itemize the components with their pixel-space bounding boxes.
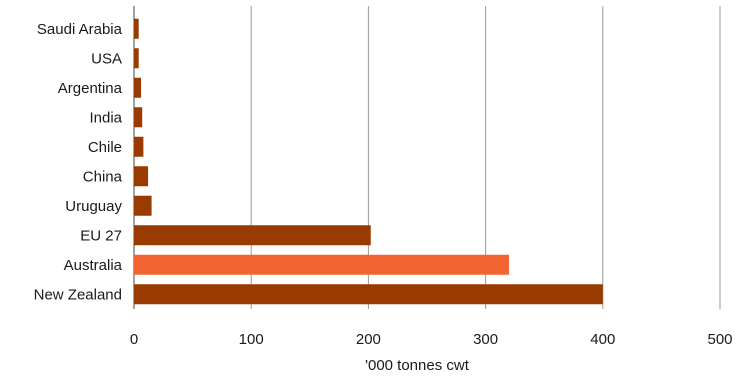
category-label: Argentina — [58, 80, 123, 97]
category-labels: Saudi Arabia USA Argentina India Chile China U… — [34, 21, 123, 304]
x-axis-title: '000 tonnes cwt — [365, 357, 470, 374]
bar — [134, 107, 143, 128]
bar — [134, 284, 603, 305]
category-label: Saudi Arabia — [37, 21, 123, 38]
bar — [134, 195, 152, 216]
bars — [134, 18, 603, 305]
category-label: New Zealand — [34, 286, 122, 303]
bar — [134, 166, 149, 187]
bar — [134, 18, 139, 39]
x-tick-label: 500 — [707, 331, 732, 348]
x-tick-label: 200 — [356, 331, 381, 348]
bar — [134, 77, 142, 98]
x-tick-label: 0 — [130, 331, 138, 348]
x-tick-label: 400 — [590, 331, 615, 348]
x-tick-labels: 0 100 200 300 400 500 — [130, 331, 733, 348]
category-label: EU 27 — [80, 227, 122, 244]
category-label: Uruguay — [65, 198, 122, 215]
category-label: USA — [91, 50, 122, 67]
category-label: China — [83, 168, 123, 185]
x-tick-label: 300 — [473, 331, 498, 348]
category-label: India — [89, 109, 122, 126]
category-label: Australia — [64, 257, 123, 274]
category-label: Chile — [88, 139, 122, 156]
x-tick-label: 100 — [239, 331, 264, 348]
bar — [134, 254, 510, 275]
bar — [134, 48, 139, 69]
bar — [134, 136, 144, 157]
bar — [134, 225, 371, 246]
